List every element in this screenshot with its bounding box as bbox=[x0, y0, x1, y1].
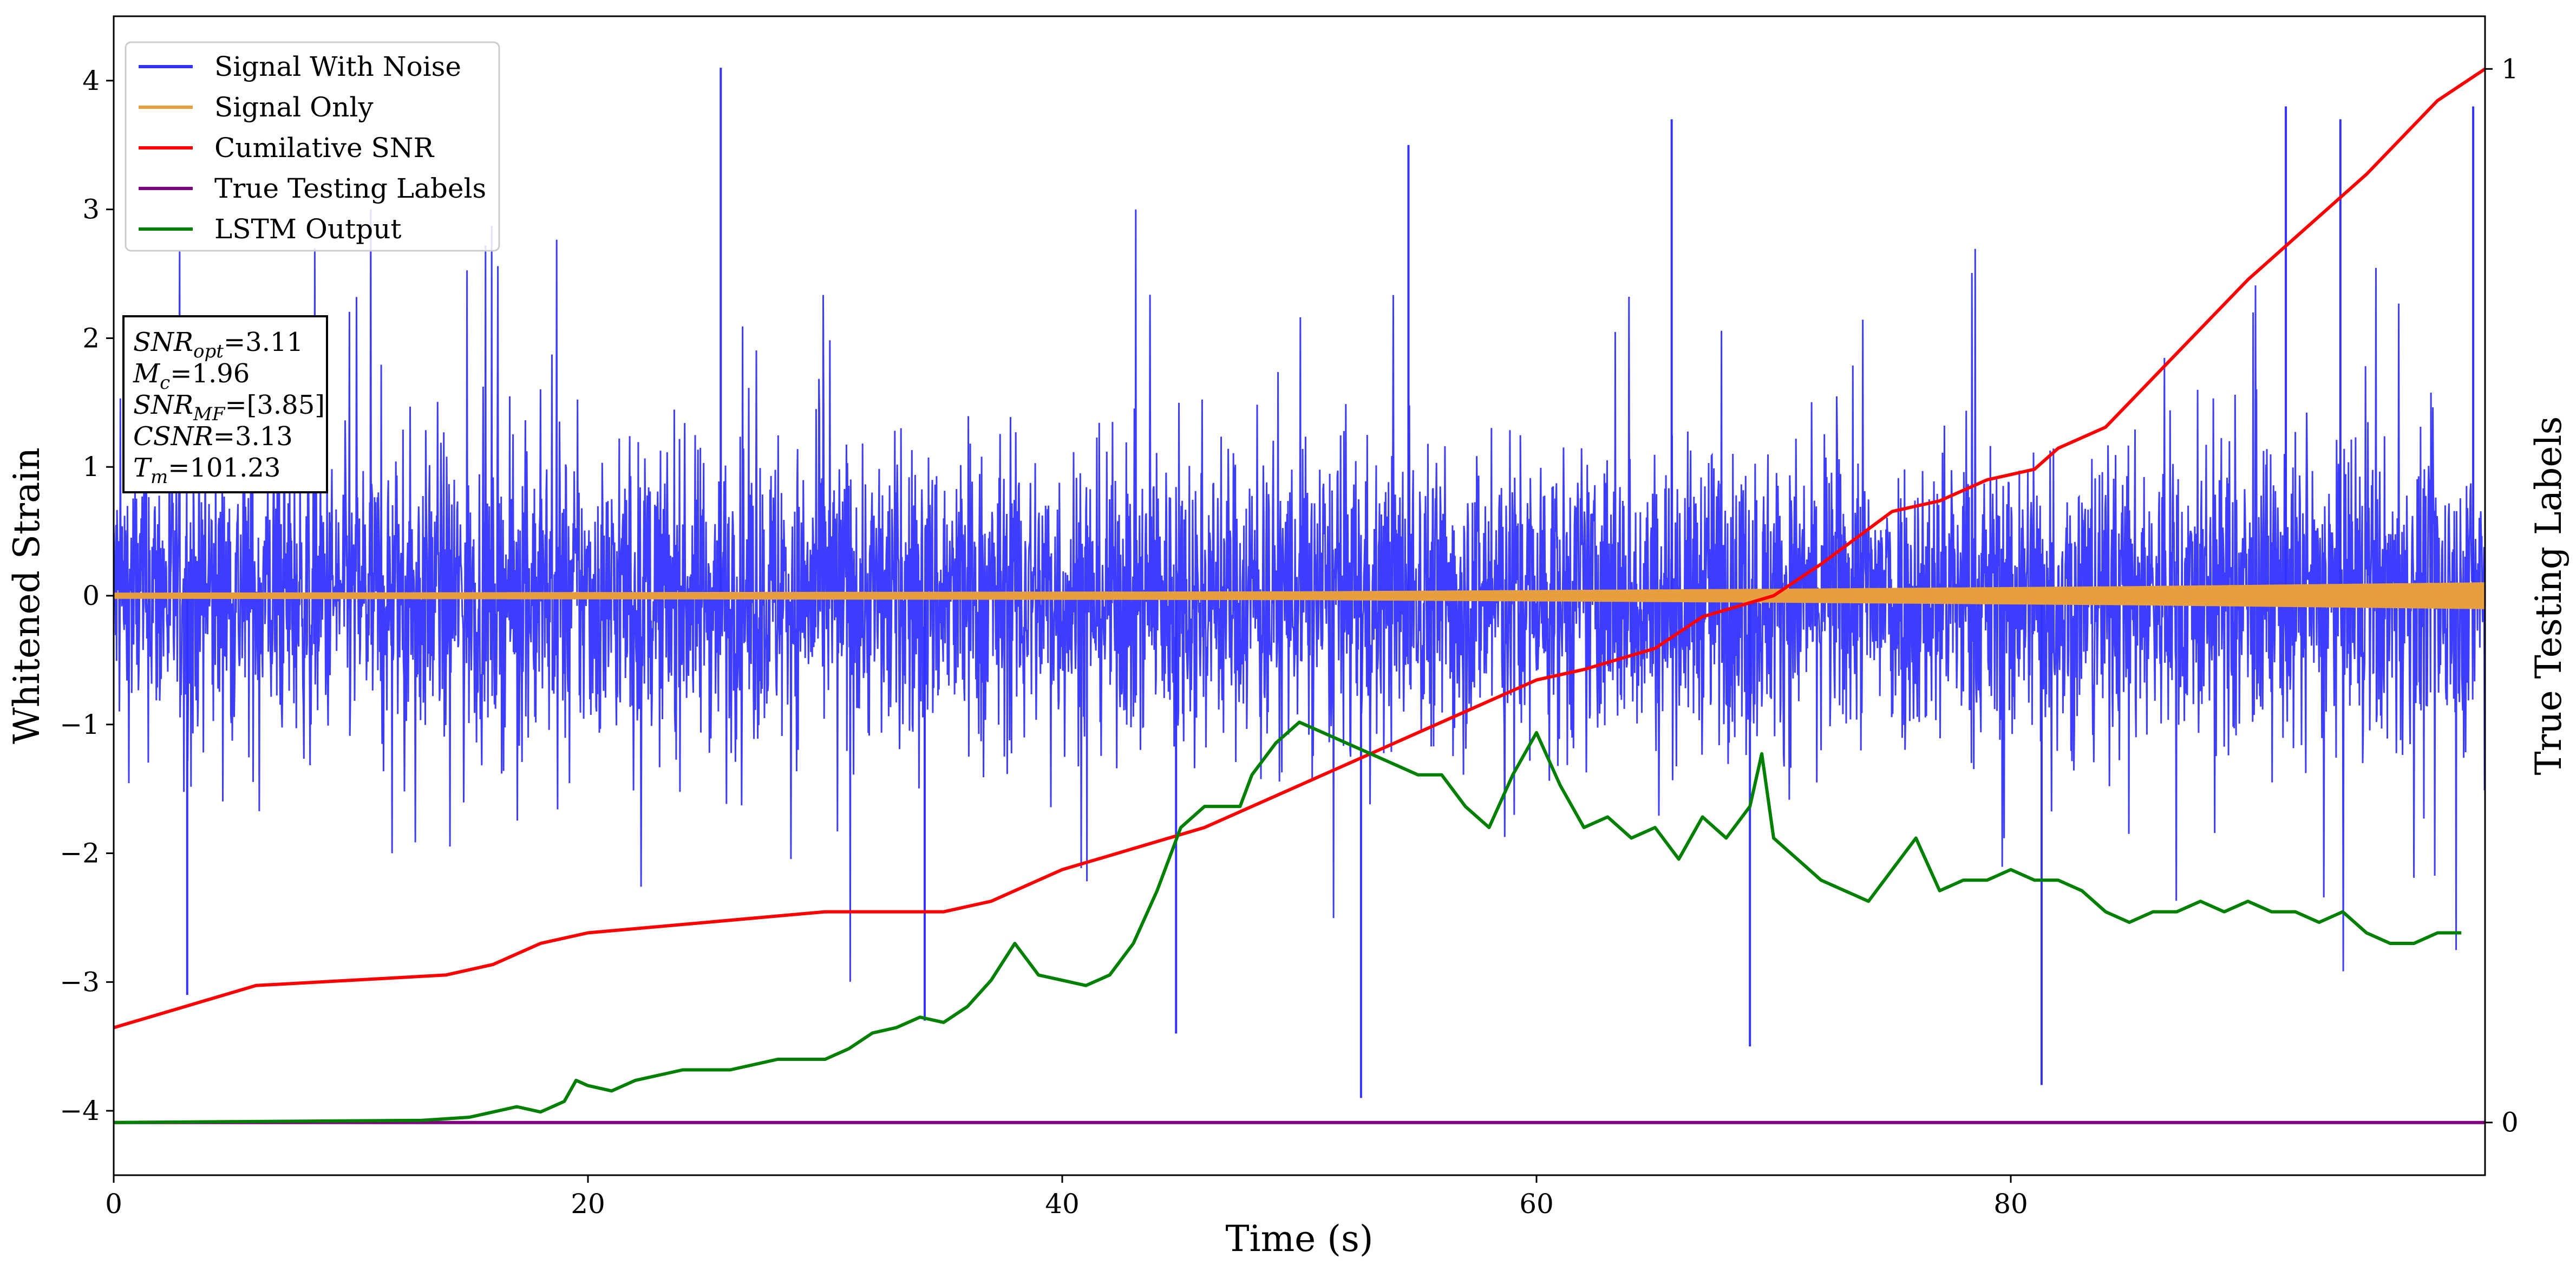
x-tick-label: 0 bbox=[105, 1188, 122, 1220]
y-tick-label: 3 bbox=[82, 194, 100, 225]
annotation-line: Tm=101.23 bbox=[133, 453, 280, 488]
legend-label: Cumilative SNR bbox=[214, 132, 434, 164]
annotation-line: Mc=1.96 bbox=[133, 359, 250, 394]
y-tick-label: −2 bbox=[60, 838, 100, 869]
x-tick-label: 80 bbox=[1993, 1188, 2028, 1220]
cumulative-snr-line bbox=[114, 67, 2485, 1030]
legend-frame bbox=[125, 41, 500, 252]
y-tick-label: −1 bbox=[60, 709, 100, 740]
annotation-line: CSNR=3.13 bbox=[133, 421, 293, 452]
y-axis-label: Whitened Strain bbox=[6, 447, 48, 744]
y-tick-label: −3 bbox=[60, 966, 100, 998]
x-tick-label: 20 bbox=[571, 1188, 605, 1220]
annotation-line: SNRMF=[3.85] bbox=[133, 390, 325, 425]
legend: Signal With Noise Signal Only Cumilative S… bbox=[125, 41, 500, 252]
legend-label: Signal With Noise bbox=[214, 51, 461, 82]
x-axis-label: Time (s) bbox=[1225, 1218, 1373, 1260]
y-tick-label: 4 bbox=[82, 65, 100, 96]
x-tick-label: 40 bbox=[1045, 1188, 1080, 1220]
y-tick-label: 2 bbox=[82, 322, 100, 354]
legend-label: True Testing Labels bbox=[214, 173, 486, 204]
annotation-box: SNRopt=3.11Mc=1.96SNRMF=[3.85]CSNR=3.13T… bbox=[122, 315, 328, 493]
annotation-frame bbox=[122, 315, 328, 493]
y-tick-label: 0 bbox=[82, 580, 100, 611]
y-tick-label: 1 bbox=[82, 451, 100, 483]
plot-layer bbox=[114, 67, 2485, 1124]
signal-only-band bbox=[114, 582, 2485, 609]
y-tick-label: −4 bbox=[60, 1095, 100, 1126]
y2-tick-label: 0 bbox=[2501, 1107, 2519, 1138]
y2-axis-label: True Testing Labels bbox=[2528, 416, 2570, 776]
annotation-line: SNRopt=3.11 bbox=[133, 327, 303, 362]
lstm-output-line bbox=[114, 720, 2462, 1124]
x-tick-label: 60 bbox=[1519, 1188, 1554, 1220]
y2-tick-label: 1 bbox=[2501, 53, 2519, 84]
legend-label: LSTM Output bbox=[214, 213, 401, 245]
legend-label: Signal Only bbox=[214, 92, 374, 123]
